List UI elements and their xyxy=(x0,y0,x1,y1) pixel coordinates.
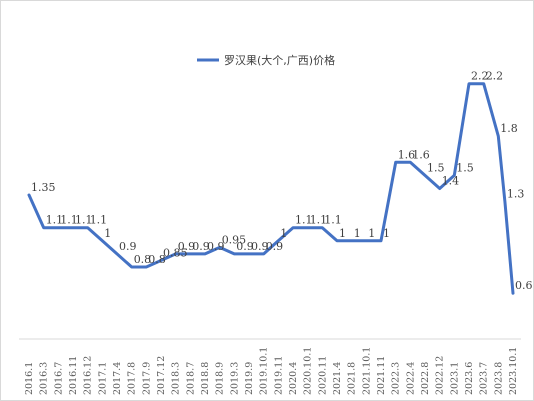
x-tick-label: 2016.12 xyxy=(83,356,94,395)
x-tick-label: 2022.4 xyxy=(405,362,416,395)
data-label: 1.35 xyxy=(31,181,56,194)
data-label: 1.1 xyxy=(75,214,93,227)
data-label: 0.9 xyxy=(178,240,196,253)
x-tick-label: 2022.8 xyxy=(420,362,431,395)
x-tick-label: 2020.10.1 xyxy=(303,347,314,395)
data-label: 0.8 xyxy=(134,253,152,266)
data-label: 0.9 xyxy=(207,240,225,253)
x-tick-label: 2020.4 xyxy=(288,362,299,395)
x-tick-label: 2016.11 xyxy=(68,356,79,395)
data-label: 2.2 xyxy=(471,70,489,83)
x-tick-label: 2023.7 xyxy=(479,362,490,395)
data-label: 1.6 xyxy=(398,148,416,161)
data-label: 0.85 xyxy=(163,247,188,260)
data-label: 1 xyxy=(280,227,287,240)
data-label: 1.5 xyxy=(427,161,445,174)
x-tick-label: 2019.10.1 xyxy=(259,347,270,395)
data-label: 1.1 xyxy=(324,214,342,227)
x-tick-label: 2018.7 xyxy=(185,362,196,395)
data-label: 1 xyxy=(383,227,390,240)
data-label: 1.1 xyxy=(90,214,108,227)
data-label: 0.6 xyxy=(515,279,533,292)
x-tick-label: 2016.7 xyxy=(53,362,64,395)
x-tick-label: 2019.3 xyxy=(229,362,240,395)
data-label: 0.9 xyxy=(192,240,210,253)
data-label: 1 xyxy=(339,227,346,240)
x-tick-label: 2017.9 xyxy=(141,362,152,395)
x-tick-label: 2023.8 xyxy=(493,362,504,395)
x-tick-label: 2017.4 xyxy=(112,362,123,395)
legend-label: 罗汉果(大个,广西)价格 xyxy=(224,53,335,67)
data-label: 1 xyxy=(368,227,375,240)
x-tick-label: 2023.6 xyxy=(464,362,475,395)
data-label: 2.2 xyxy=(486,70,504,83)
x-tick-label: 2019.9 xyxy=(244,362,255,395)
x-tick-label: 2022.12 xyxy=(435,356,446,395)
data-label: 0.9 xyxy=(236,240,254,253)
data-label: 1.5 xyxy=(456,161,474,174)
data-label: 1 xyxy=(354,227,361,240)
x-tick-label: 2018.3 xyxy=(171,362,182,395)
data-label: 0.9 xyxy=(251,240,269,253)
data-label: 1.1 xyxy=(310,214,328,227)
data-label: 0.9 xyxy=(266,240,284,253)
data-label: 1.1 xyxy=(60,214,78,227)
x-tick-label: 2016.1 xyxy=(24,362,35,395)
data-labels: 1.351.11.11.11.110.90.80.80.850.90.90.90… xyxy=(31,70,533,293)
x-tick-label: 2023.10.1 xyxy=(508,347,519,395)
x-tick-label: 2021.11 xyxy=(376,356,387,395)
x-tick-label: 2018.9 xyxy=(215,362,226,395)
x-tick-label: 2019.11 xyxy=(273,356,284,395)
x-tick-label: 2017.12 xyxy=(156,356,167,395)
x-tick-label: 2023.1 xyxy=(449,362,460,395)
x-tick-label: 2017.1 xyxy=(97,362,108,395)
data-label: 1.6 xyxy=(412,148,430,161)
x-tick-label: 2018.8 xyxy=(200,362,211,395)
legend: 罗汉果(大个,广西)价格 xyxy=(197,53,335,67)
x-tick-label: 2022.3 xyxy=(391,362,402,395)
x-tick-label: 2021.8 xyxy=(347,362,358,395)
series-line xyxy=(27,82,515,295)
data-label: 1.1 xyxy=(46,214,64,227)
data-label: 0.8 xyxy=(148,253,166,266)
x-tick-label: 2020.11 xyxy=(317,356,328,395)
data-label: 1.4 xyxy=(442,175,460,188)
data-label: 0.95 xyxy=(222,233,247,246)
data-label: 1 xyxy=(104,227,111,240)
data-label: 0.9 xyxy=(119,240,137,253)
x-tick-label: 2021.10.1 xyxy=(361,347,372,395)
data-label: 1.1 xyxy=(295,214,313,227)
data-label: 1.8 xyxy=(500,122,518,135)
data-label: 1.3 xyxy=(507,188,525,201)
x-tick-label: 2017.8 xyxy=(127,362,138,395)
x-tick-labels: 2016.1 2016.3 2016.7 2016.11 2016.12 2017.1 20… xyxy=(24,347,519,395)
x-tick-label: 2016.3 xyxy=(39,362,50,395)
x-tick-label: 2021.4 xyxy=(332,362,343,395)
